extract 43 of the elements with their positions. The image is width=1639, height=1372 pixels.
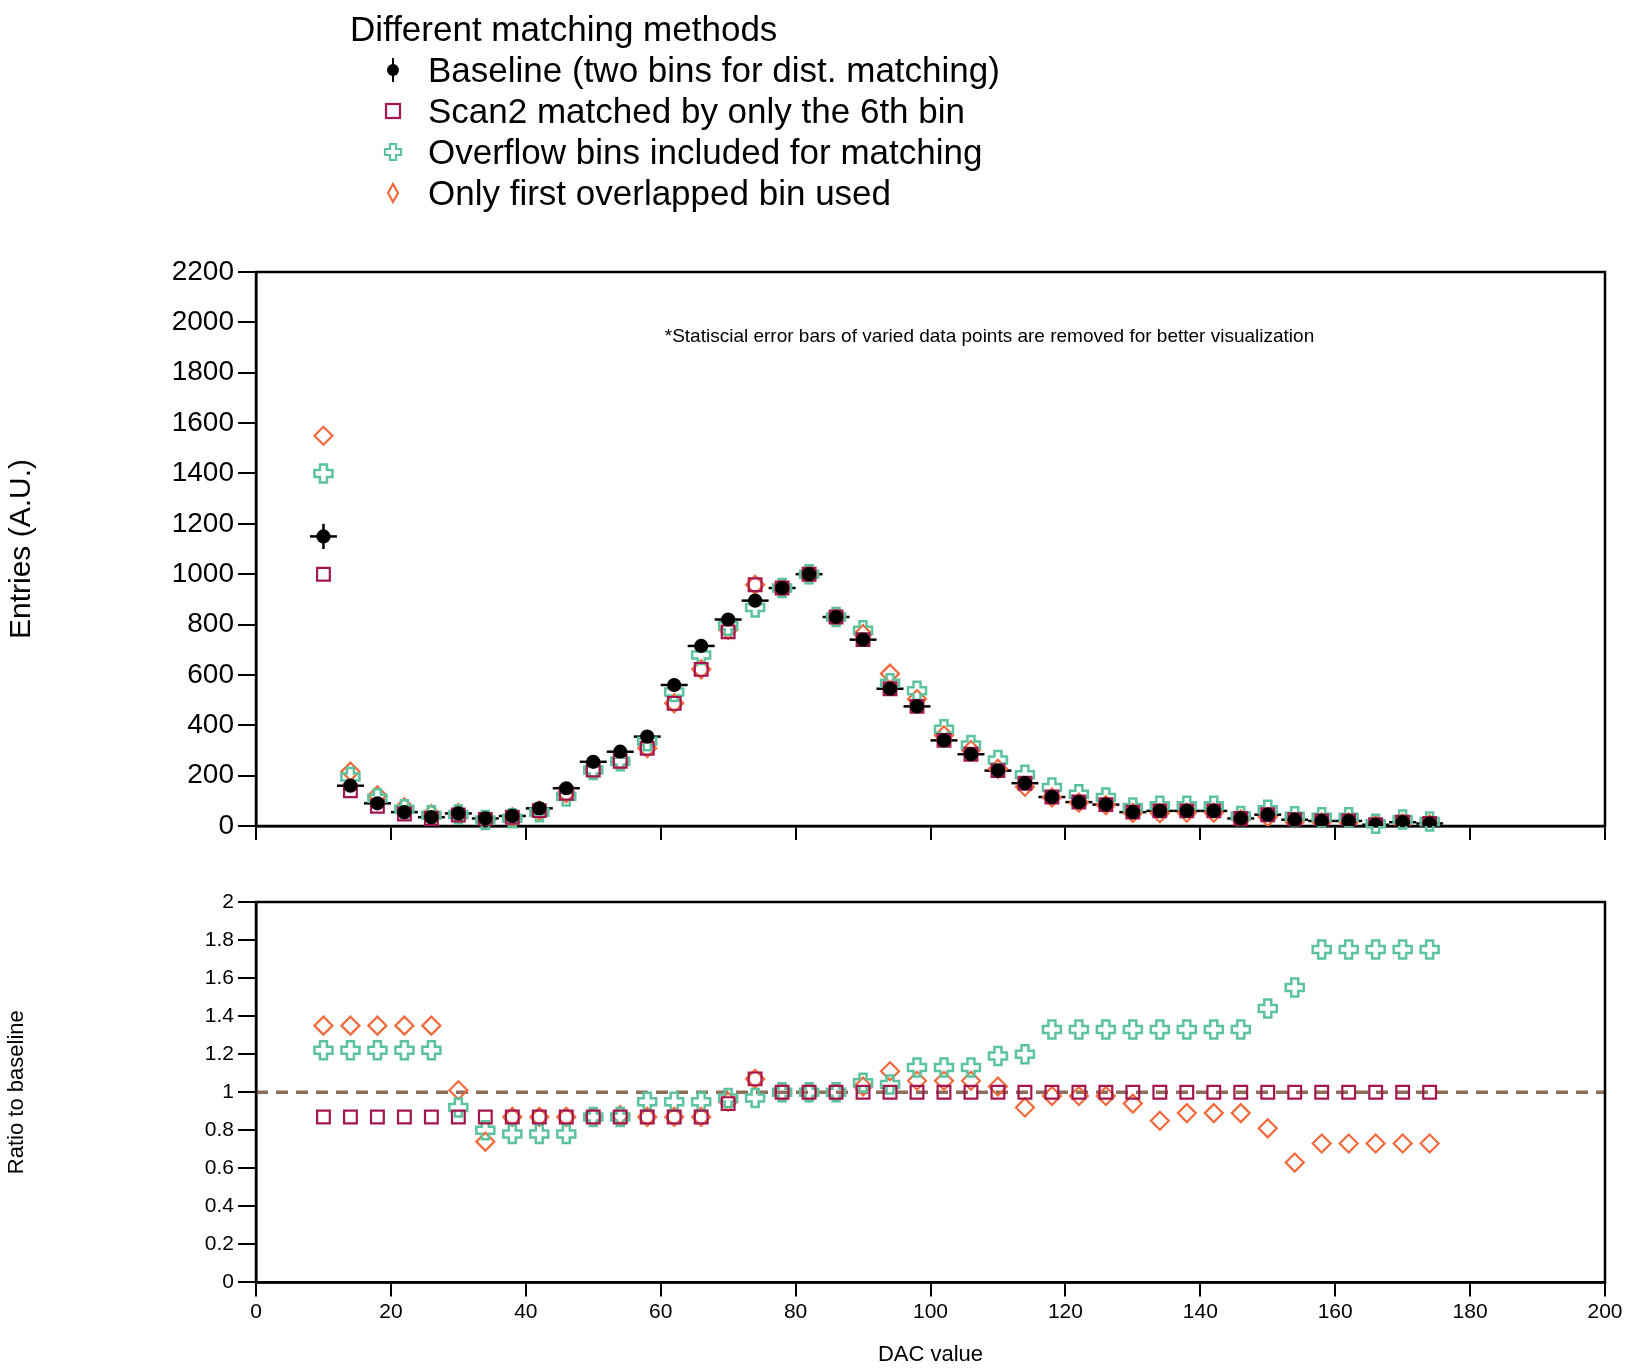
y-tick-label: 1.6 <box>204 964 234 988</box>
x-tick-label: 0 <box>250 1298 262 1322</box>
x-tick-label: 40 <box>514 1298 538 1322</box>
x-tick-label: 120 <box>1047 1298 1083 1322</box>
x-tick-label: 100 <box>912 1298 949 1322</box>
x-tick-label: 80 <box>783 1298 808 1322</box>
y-tick-label: 200 <box>187 758 234 790</box>
x-tick-label: 140 <box>1182 1298 1218 1322</box>
x-axis-title: DAC value <box>877 1340 984 1366</box>
y-tick-label: 1.2 <box>204 1040 234 1064</box>
annotation: *Statiscial error bars of varied data points are removed for better visualization <box>664 325 1315 346</box>
y-tick-label: 2 <box>222 888 234 912</box>
y-tick-label: 1200 <box>171 506 234 538</box>
y-tick-label: 2000 <box>171 305 234 337</box>
y-tick-label: 0.6 <box>204 1155 234 1179</box>
x-tick-label: 200 <box>1587 1298 1623 1322</box>
legend-label: Baseline (two bins for dist. matching) <box>428 49 1000 90</box>
x-tick-label: 20 <box>379 1298 403 1322</box>
y-tick-label: 800 <box>187 607 234 639</box>
y-tick-label: 2200 <box>171 254 234 286</box>
y-tick-label: 1800 <box>171 355 234 387</box>
y-tick-label: 0.2 <box>204 1231 234 1255</box>
y-axis-title: Ratio to baseline <box>3 1010 29 1175</box>
y-tick-label: 600 <box>187 657 234 689</box>
legend-label: Overflow bins included for matching <box>428 131 983 172</box>
y-tick-label: 0.8 <box>204 1117 234 1141</box>
y-tick-label: 0 <box>218 808 234 840</box>
y-tick-label: 1400 <box>171 456 234 488</box>
legend-title: Different matching methods <box>350 8 779 49</box>
y-tick-label: 1600 <box>171 405 234 437</box>
y-tick-label: 1.8 <box>204 926 234 950</box>
legend-label: Only first overlapped bin used <box>428 172 892 213</box>
y-tick-label: 0 <box>222 1269 234 1293</box>
x-tick-label: 60 <box>649 1298 673 1322</box>
y-tick-label: 0.4 <box>204 1193 235 1217</box>
x-tick-label: 160 <box>1317 1298 1353 1322</box>
y-tick-label: 400 <box>187 707 234 739</box>
y-tick-label: 1000 <box>171 556 234 588</box>
legend-label: Scan2 matched by only the 6th bin <box>428 90 966 131</box>
x-tick-label: 180 <box>1452 1298 1488 1322</box>
y-axis-title: Entries (A.U.) <box>3 458 37 640</box>
y-tick-label: 1.4 <box>204 1002 235 1026</box>
y-tick-label: 1 <box>222 1079 234 1102</box>
